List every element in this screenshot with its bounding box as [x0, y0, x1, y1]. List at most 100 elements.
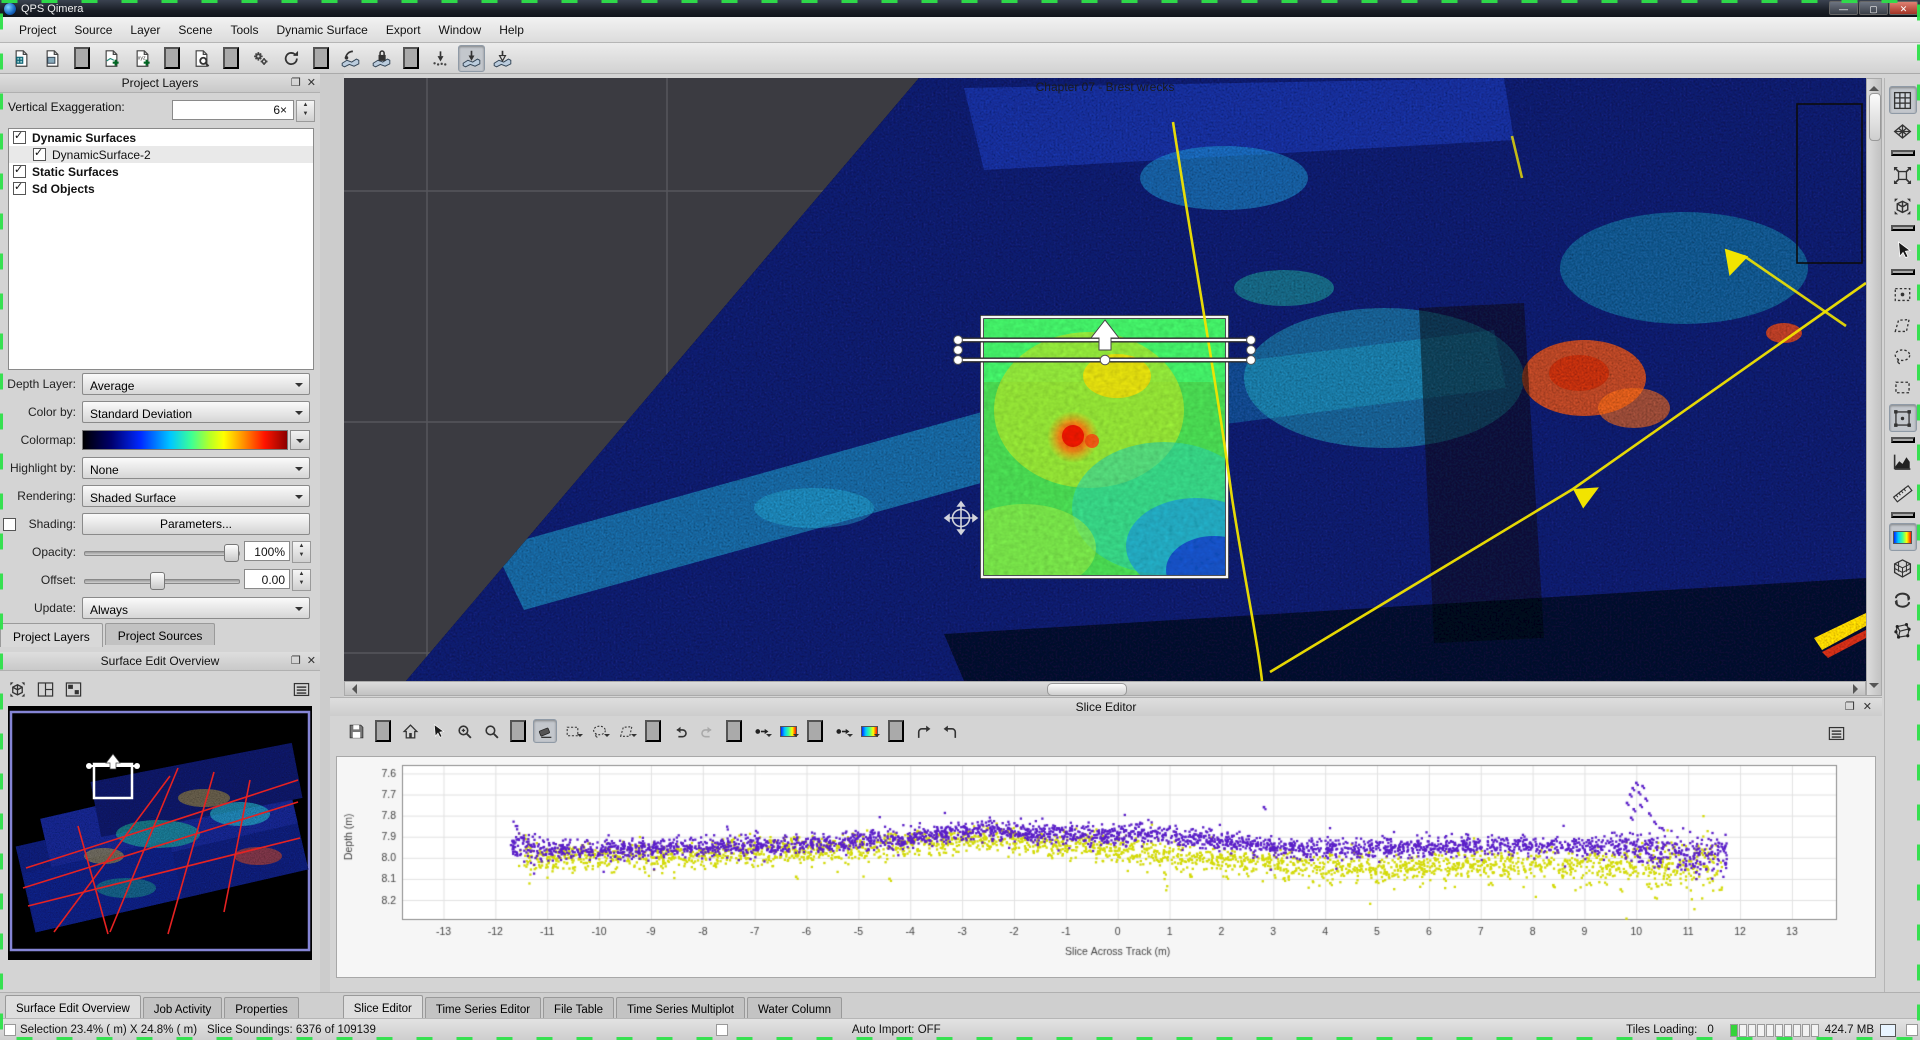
shading-parameters-button[interactable]: Parameters... [82, 513, 310, 535]
scene-tool-button[interactable] [1889, 585, 1917, 613]
toolbar-button[interactable] [8, 45, 35, 72]
layer-checkbox[interactable] [33, 146, 46, 161]
toolbar-button[interactable] [247, 45, 274, 72]
close-button[interactable]: ✕ [1889, 1, 1918, 15]
menu-item[interactable]: Export [377, 20, 430, 40]
offset-spinner[interactable]: ▲ ▼ [292, 569, 311, 591]
layer-checkbox[interactable] [13, 180, 26, 195]
highlight-by-dropdown[interactable]: None [82, 457, 310, 479]
toolbar-button[interactable] [188, 45, 215, 72]
toolbar-button[interactable]: xyz [129, 45, 156, 72]
vscrollbar-thumb[interactable] [1869, 93, 1881, 141]
tree-row[interactable]: Dynamic Surfaces [9, 129, 313, 146]
toolbar-button[interactable] [458, 44, 485, 72]
opacity-value[interactable]: 100% [244, 541, 290, 561]
close-panel-icon[interactable]: ✕ [1862, 701, 1872, 713]
menu-item[interactable]: Help [490, 20, 533, 40]
slice-tool-button[interactable] [830, 719, 854, 743]
scene-tool-button[interactable] [1889, 448, 1917, 476]
main-view-hscrollbar[interactable] [344, 681, 1866, 696]
overview-menu-icon[interactable] [290, 678, 312, 700]
slice-tool-button[interactable] [911, 719, 935, 743]
bottom-tab[interactable]: Job Activity [142, 997, 223, 1019]
toolbar-button[interactable] [427, 45, 454, 72]
slice-tool-button[interactable] [587, 719, 611, 743]
tree-row[interactable]: Static Surfaces [9, 163, 313, 180]
scene-tool-button[interactable] [1889, 161, 1917, 189]
slice-tool-button[interactable] [533, 719, 557, 743]
menu-item[interactable]: Source [65, 20, 121, 40]
toolbar-button[interactable] [489, 45, 516, 72]
slice-tool-button[interactable] [749, 719, 773, 743]
slice-tool-button[interactable] [425, 719, 449, 743]
zoom-extent-icon[interactable] [6, 678, 28, 700]
slice-tool-button[interactable] [344, 719, 368, 743]
bottom-tab[interactable]: Time Series Multiplot [616, 997, 745, 1019]
minimize-button[interactable]: — [1829, 1, 1858, 15]
scene-tool-button[interactable] [1888, 404, 1917, 432]
menu-item[interactable]: Tools [221, 20, 267, 40]
float-panel-icon[interactable]: ❐ [290, 77, 301, 89]
slice-tool-button[interactable] [398, 719, 422, 743]
offset-value[interactable]: 0.00 [244, 569, 290, 589]
bottom-tab[interactable]: Surface Edit Overview [5, 995, 141, 1019]
toolbar-button[interactable] [39, 45, 66, 72]
tree-row[interactable]: DynamicSurface-2 [9, 146, 313, 163]
rendering-dropdown[interactable]: Shaded Surface [82, 485, 310, 507]
scene-tool-button[interactable] [1889, 280, 1917, 308]
slice-tool-button[interactable] [857, 719, 881, 743]
offset-slider[interactable] [84, 572, 240, 590]
scene-tool-button[interactable] [1889, 192, 1917, 220]
toolbar-button[interactable] [98, 45, 125, 72]
bottom-tab[interactable]: File Table [543, 997, 615, 1019]
maximize-button[interactable]: ▢ [1859, 1, 1888, 15]
resize-grip[interactable] [1906, 1024, 1918, 1036]
bottom-tab[interactable]: Time Series Editor [424, 997, 542, 1019]
surface-edit-overview-map[interactable] [8, 706, 312, 960]
slice-tool-button[interactable] [938, 719, 962, 743]
menu-item[interactable]: Window [430, 20, 491, 40]
hscrollbar-thumb[interactable] [1047, 683, 1127, 696]
colormap-gradient-button[interactable] [82, 430, 288, 450]
slice-tool-button[interactable] [614, 719, 638, 743]
toolbar-button[interactable] [278, 45, 305, 72]
scene-tool-button[interactable] [1889, 117, 1917, 145]
scene-tool-button[interactable] [1888, 86, 1917, 114]
opacity-slider[interactable] [84, 544, 240, 562]
slice-editor-menu-icon[interactable] [1823, 720, 1850, 747]
scene-tool-button[interactable] [1889, 373, 1917, 401]
menu-item[interactable]: Project [10, 20, 65, 40]
layer-checkbox[interactable] [13, 163, 26, 178]
scene-tool-button[interactable] [1888, 523, 1917, 551]
slice-scatter-plot[interactable] [339, 758, 1875, 976]
slice-tool-button[interactable] [560, 719, 584, 743]
colormap-dropdown-arrow[interactable] [290, 430, 310, 450]
tree-row[interactable]: Sd Objects [9, 180, 313, 197]
scene-tool-button[interactable] [1889, 342, 1917, 370]
left-panel-tab[interactable]: Project Sources [104, 623, 216, 645]
color-by-dropdown[interactable]: Standard Deviation [82, 401, 310, 423]
bottom-tab[interactable]: Slice Editor [342, 995, 423, 1019]
main-view-vscrollbar[interactable] [1866, 78, 1882, 696]
close-panel-icon[interactable]: ✕ [306, 655, 316, 667]
split-layout-icon[interactable] [34, 678, 56, 700]
layer-checkbox[interactable] [13, 129, 26, 144]
scene-tool-button[interactable] [1889, 479, 1917, 507]
slice-tool-button[interactable] [479, 719, 503, 743]
scene-tool-button[interactable] [1889, 554, 1917, 582]
menu-item[interactable]: Scene [169, 20, 221, 40]
opacity-spinner[interactable]: ▲ ▼ [292, 541, 311, 563]
close-panel-icon[interactable]: ✕ [306, 77, 316, 89]
float-panel-icon[interactable]: ❐ [290, 655, 301, 667]
slice-tool-button[interactable] [452, 719, 476, 743]
toolbar-button[interactable] [368, 45, 395, 72]
float-panel-icon[interactable]: ❐ [1844, 701, 1855, 713]
bottom-tab[interactable]: Properties [224, 997, 299, 1019]
bottom-tab[interactable]: Water Column [747, 997, 843, 1019]
vertical-exaggeration-spinner[interactable]: ▲ ▼ [296, 100, 315, 122]
vertical-exaggeration-input[interactable]: 6× [172, 100, 294, 120]
scene-tool-button[interactable] [1889, 616, 1917, 644]
scene-tool-button[interactable] [1889, 311, 1917, 339]
mosaic-layout-icon[interactable] [62, 678, 84, 700]
toolbar-button[interactable] [337, 45, 364, 72]
